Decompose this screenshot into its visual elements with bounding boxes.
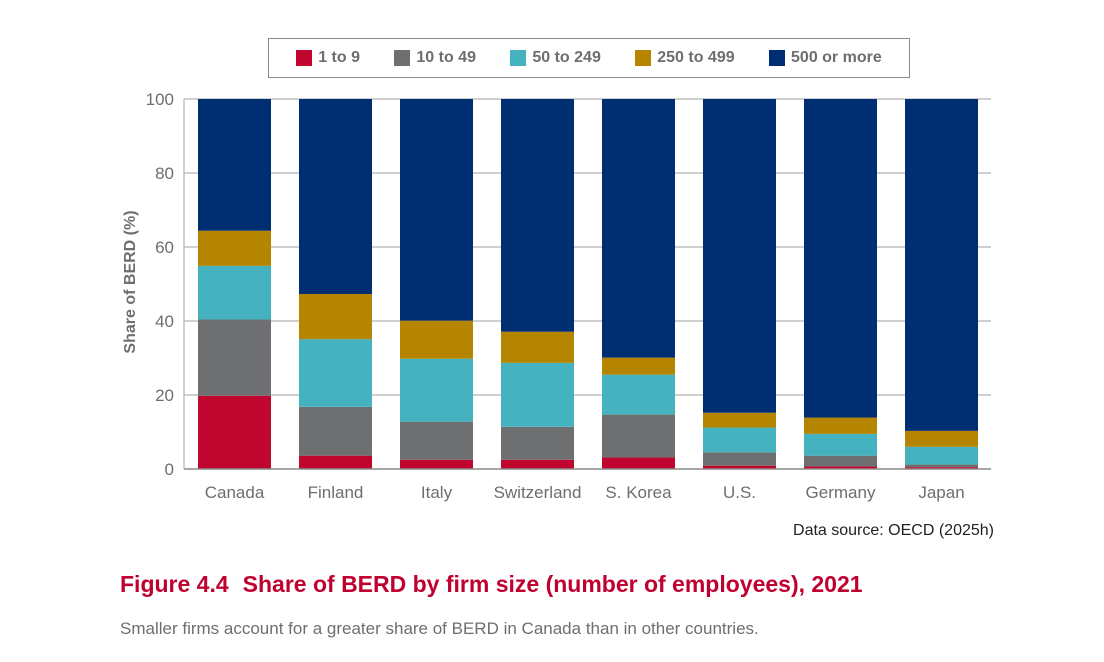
x-tick-label: Japan [918,483,964,502]
bar-segment [602,414,675,458]
bar-segment [905,99,978,431]
bar-segment [602,99,675,358]
bar-stack [198,99,271,469]
x-tick-label: Finland [308,483,364,502]
legend-swatch [394,50,411,66]
legend-item: 250 to 499 [635,49,735,67]
bar-segment [400,358,473,422]
figure-number: Figure 4.4 [120,571,229,597]
y-tick-labels: 0 20 40 60 80 100 [146,90,174,479]
bar-segment [501,459,574,469]
bar-segment [905,446,978,465]
y-tick-label: 100 [146,90,174,109]
legend-item: 10 to 49 [394,49,476,67]
y-tick-label: 40 [155,312,174,331]
bar-segment [198,99,271,231]
legend-label: 50 to 249 [532,49,601,66]
x-tick-label: Switzerland [494,483,582,502]
bar-segment [501,99,574,332]
bar-stack [905,99,978,469]
y-tick-label: 20 [155,386,174,405]
bar-segment [804,99,877,418]
x-tick-label: Canada [205,483,265,502]
bar-stack [804,99,877,469]
bar-segment [299,339,372,407]
y-tick-label: 60 [155,238,174,257]
y-tick-label: 80 [155,164,174,183]
bar-segment [703,465,776,469]
bar-segment [299,455,372,469]
bar-segment [703,427,776,453]
figure-title-text: Share of BERD by firm size (number of em… [242,571,863,597]
bar-stack [602,99,675,469]
bar-segment [198,395,271,469]
bar-segment [501,362,574,427]
bar-segment [905,430,978,447]
legend-swatch [296,50,313,66]
bar-segment [905,467,978,469]
legend-label: 1 to 9 [318,49,360,66]
bar-segment [299,293,372,340]
legend-item: 1 to 9 [296,49,360,67]
bar-segment [602,357,675,375]
bar-segment [198,319,271,396]
bar-stack [400,99,473,469]
bar-segment [400,320,473,359]
y-axis-title: Share of BERD (%) [122,210,139,354]
bar-segment [703,412,776,428]
x-tick-label: Germany [806,483,876,502]
bar-segment [804,417,877,434]
bar-segment [299,99,372,294]
bar-segment [703,452,776,466]
bar-segment [804,433,877,456]
x-tick-label: U.S. [723,483,756,502]
legend-item: 50 to 249 [510,49,601,67]
bar-stack [703,99,776,469]
data-source: Data source: OECD (2025h) [793,522,994,539]
bar-segment [804,455,877,467]
bar-segment [501,426,574,460]
y-tick-label: 0 [165,460,174,479]
bar-segment [400,421,473,460]
x-tick-labels: Canada Finland Italy Switzerland S. Korea U.S… [205,483,965,502]
bar-segment [602,374,675,415]
bar-stack [501,99,574,469]
figure-subtitle: Smaller firms account for a greater shar… [120,619,759,638]
axes [183,99,991,470]
legend-swatch [769,50,786,66]
bar-segment [299,406,372,456]
bar-stack [299,99,372,469]
legend-label: 500 or more [791,49,882,66]
legend-swatch [635,50,652,66]
x-tick-label: Italy [421,483,453,502]
bar-segment [703,99,776,413]
legend-label: 250 to 499 [657,49,735,66]
bar-segment [198,265,271,320]
bar-segment [501,331,574,363]
x-tick-label: S. Korea [605,483,672,502]
legend-label: 10 to 49 [416,49,476,66]
bar-segment [804,466,877,469]
bar-segment [198,230,271,266]
figure-title: Figure 4.4 Share of BERD by firm size (nu… [120,571,863,598]
legend: 1 to 9 10 to 49 50 to 249 250 to 499 500 or … [268,38,910,78]
bar-segment [905,464,978,468]
bar-segment [400,99,473,321]
legend-item: 500 or more [769,49,882,67]
legend-swatch [510,50,527,66]
bar-segment [602,457,675,469]
bar-segment [400,459,473,469]
bars [198,99,978,469]
